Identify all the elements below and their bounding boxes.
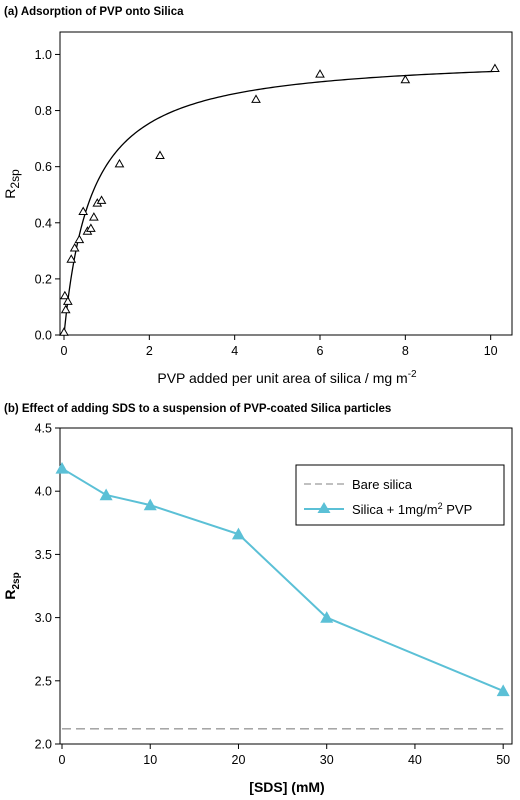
legend-pvp-swatch-marker [317, 502, 331, 513]
panel-a-data-point [60, 304, 71, 314]
panel-a-x-tick-label: 8 [402, 344, 409, 358]
panel-b-x-tick-label: 10 [143, 753, 157, 767]
panel-a-data-point [490, 63, 500, 72]
panel-a-y-tick-label: 0.6 [35, 160, 52, 174]
panel-a-x-tick-label: 2 [146, 344, 153, 358]
panel-a-data-point [78, 206, 89, 216]
legend-pvp-label-superscript: 2 [438, 501, 443, 511]
panel-a: (a) Adsorption of PVP onto Silica 0 2 4 6 8 1… [2, 6, 513, 386]
panel-b-x-tick-label: 0 [59, 753, 66, 767]
series-pvp-point [143, 498, 157, 511]
panel-a-y-tick-label: 0.2 [35, 272, 52, 286]
panel-a-plot-frame [59, 31, 513, 336]
panel-a-x-label: PVP added per unit area of silica / mg m… [157, 369, 417, 386]
panel-a-data-point [62, 296, 73, 305]
legend-pvp-label-suffix: PVP [443, 502, 473, 517]
panel-b-y-tick-label: 2.5 [35, 674, 52, 688]
legend-bare-silica-label: Bare silica [352, 477, 413, 492]
panel-a-x-tick-label: 10 [484, 344, 498, 358]
panel-b-x-tick-label: 40 [408, 753, 422, 767]
series-pvp-point [99, 488, 113, 501]
series-pvp-point [231, 527, 245, 540]
panel-a-data-point [59, 327, 69, 336]
panel-a-data-point [400, 74, 411, 84]
panel-b-y-label: R2sp [2, 572, 22, 599]
panel-a-y-ticks: 0.0 0.2 0.4 0.6 0.8 1.0 [35, 48, 60, 343]
panel-a-y-tick-label: 0.8 [35, 104, 52, 118]
panel-a-title: (a) Adsorption of PVP onto Silica [4, 6, 184, 18]
panel-b-y-label-subscript: 2sp [11, 572, 22, 589]
legend-pvp-label-main: Silica + 1mg/m [352, 502, 438, 517]
series-pvp-point [496, 684, 510, 697]
panel-a-data-point [66, 254, 77, 263]
panel-b-legend: Bare silica Silica + 1mg/m2 PVP [295, 464, 505, 526]
panel-a-data-point [74, 234, 85, 244]
panel-b-y-label-main: R [2, 590, 18, 600]
panel-b-x-tick-label: 50 [496, 753, 510, 767]
panel-a-data-point [251, 94, 261, 103]
panel-b-x-label: [SDS] (mM) [249, 779, 324, 795]
panel-a-data-points [59, 63, 500, 336]
legend-box [295, 464, 505, 526]
panel-a-y-tick-label: 1.0 [35, 48, 52, 62]
panel-b-y-tick-label: 3.0 [35, 611, 52, 625]
series-pvp-point [55, 461, 69, 474]
panel-b: (b) Effect of adding SDS to a suspension… [2, 403, 513, 795]
panel-a-y-tick-label: 0.0 [35, 329, 52, 343]
panel-a-y-label-main: R [2, 189, 18, 199]
panel-b-x-tick-label: 30 [320, 753, 334, 767]
series-pvp-line [61, 467, 504, 692]
panel-a-x-ticks: 0 2 4 6 8 10 [61, 335, 498, 358]
panel-a-y-label: R2sp [2, 169, 22, 199]
panel-b-y-tick-label: 2.0 [35, 738, 52, 752]
panel-a-x-tick-label: 6 [317, 344, 324, 358]
panel-a-data-point [155, 150, 165, 159]
panel-a-fit-curve [63, 70, 495, 336]
panel-a-data-point [69, 243, 80, 252]
panel-a-x-label-main: PVP added per unit area of silica / mg m [157, 370, 407, 386]
panel-a-data-point [89, 212, 99, 221]
panel-b-y-tick-label: 3.5 [35, 548, 52, 562]
panel-a-y-label-subscript: 2sp [8, 169, 22, 189]
panel-a-data-point [96, 195, 107, 204]
panel-a-x-label-superscript: -2 [408, 369, 417, 380]
panel-a-data-point [59, 290, 70, 300]
panel-b-x-ticks: 0 10 20 30 40 50 [59, 744, 510, 767]
series-pvp-point [320, 611, 334, 623]
panel-a-x-tick-label: 0 [61, 344, 68, 358]
panel-b-y-tick-label: 4.5 [35, 422, 52, 436]
panel-b-title: (b) Effect of adding SDS to a suspension… [4, 403, 391, 415]
panel-a-y-tick-label: 0.4 [35, 216, 52, 230]
panel-b-plot-frame [59, 427, 513, 745]
panel-a-data-point [315, 69, 325, 78]
panel-a-data-point [86, 223, 96, 232]
panel-a-data-point [114, 158, 125, 168]
panel-b-x-tick-label: 20 [232, 753, 246, 767]
legend-pvp-label: Silica + 1mg/m2 PVP [352, 501, 472, 517]
panel-b-y-tick-label: 4.0 [35, 485, 52, 499]
panel-b-series [55, 461, 510, 730]
panel-b-y-ticks: 2.0 2.5 3.0 3.5 4.0 4.5 [35, 422, 60, 752]
panel-a-x-tick-label: 4 [231, 344, 238, 358]
